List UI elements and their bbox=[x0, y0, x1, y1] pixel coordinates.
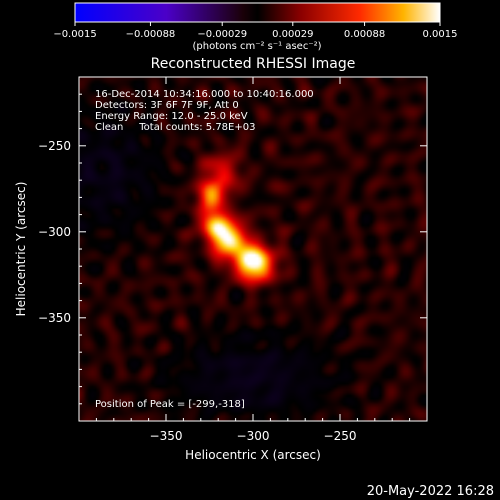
annotation-counts: Clean Total counts: 5.78E+03 bbox=[95, 122, 255, 133]
colorbar-label: (photons cm⁻² s⁻¹ asec⁻²) bbox=[192, 41, 321, 52]
peak-position-label: Position of Peak = [-299,-318] bbox=[95, 399, 245, 410]
annotation-energy-range: Energy Range: 12.0 - 25.0 keV bbox=[95, 111, 248, 122]
chart-title: Reconstructed RHESSI Image bbox=[151, 56, 356, 72]
colorbar-tick-label: −0.00029 bbox=[197, 29, 247, 40]
colorbar-tick-label: −0.00088 bbox=[126, 29, 176, 40]
y-tick-label: −250 bbox=[38, 139, 71, 153]
colorbar-tick-label: 0.00029 bbox=[272, 29, 313, 40]
colorbar-tick-label: 0.00088 bbox=[344, 29, 385, 40]
colorbar bbox=[74, 2, 441, 23]
annotation-detectors: Detectors: 3F 6F 7F 9F, Att 0 bbox=[95, 100, 239, 111]
x-tick-label: −350 bbox=[150, 429, 183, 443]
x-tick-label: −300 bbox=[237, 429, 270, 443]
colorbar-tick-label: −0.0015 bbox=[53, 29, 96, 40]
timestamp: 20-May-2022 16:28 bbox=[367, 484, 494, 499]
x-axis-label: Heliocentric X (arcsec) bbox=[185, 448, 321, 462]
y-tick-label: −300 bbox=[38, 225, 71, 239]
x-tick-label: −250 bbox=[324, 429, 357, 443]
y-tick-label: −350 bbox=[38, 311, 71, 325]
y-axis-label: Heliocentric Y (arcsec) bbox=[14, 182, 28, 317]
colorbar-tick-label: 0.0015 bbox=[423, 29, 458, 40]
axis-ticks: −350 −300 −250 −350 −300 −250 bbox=[38, 76, 427, 443]
heatmap-image bbox=[79, 77, 427, 421]
colorbar-ticks: −0.0015 −0.00088 −0.00029 0.00029 0.00088 0.0… bbox=[53, 22, 458, 40]
annotation-time-range: 16-Dec-2014 10:34:16.000 to 10:40:16.000 bbox=[95, 89, 314, 100]
